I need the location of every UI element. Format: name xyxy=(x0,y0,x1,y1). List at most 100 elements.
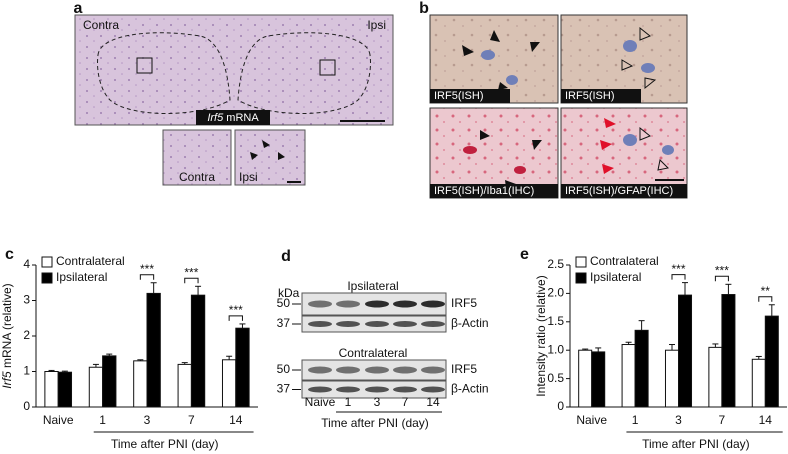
y-tick-label: 0.5 xyxy=(547,371,564,385)
bar xyxy=(235,327,250,408)
bar xyxy=(88,366,104,408)
bar xyxy=(678,294,693,408)
cell xyxy=(641,63,655,73)
roi-box xyxy=(319,59,336,76)
significance-bracket xyxy=(228,315,243,321)
band xyxy=(336,300,360,308)
caption-text: mRNA xyxy=(226,112,259,124)
y-tick-label: 1.5 xyxy=(547,314,564,328)
y-tick-label: 2.5 xyxy=(547,257,564,271)
bar xyxy=(578,349,593,408)
y-axis-title: Intensity ratio (relative) xyxy=(534,275,548,396)
band xyxy=(393,366,417,374)
arrowhead xyxy=(600,140,612,150)
y-tick-label: 3 xyxy=(23,293,30,307)
x-tick-label: Naive xyxy=(43,413,74,427)
band xyxy=(336,321,360,327)
legend-label: Ipsilateral xyxy=(56,270,107,284)
arrowhead xyxy=(250,152,258,160)
arrowhead xyxy=(498,82,508,90)
y-axis-title-text: Intensity ratio (relative) xyxy=(534,275,548,396)
legend-label: Contralateral xyxy=(56,254,125,268)
arrowhead xyxy=(278,152,285,160)
band-label: IRF5 xyxy=(451,362,477,376)
x-tick-label: 7 xyxy=(719,413,726,427)
band xyxy=(336,366,360,374)
x-tick-label: 3 xyxy=(144,413,151,427)
inset xyxy=(162,129,232,186)
arrowhead xyxy=(462,45,474,56)
y-tick-label: 1.0 xyxy=(547,342,564,356)
x-tick-label: 14 xyxy=(759,413,773,427)
arrowhead xyxy=(604,118,616,128)
open-arrowheads xyxy=(621,26,670,171)
bar xyxy=(764,315,779,408)
bar xyxy=(621,344,636,408)
significance-label: *** xyxy=(229,303,243,317)
red-arrowheads xyxy=(600,118,616,174)
significance-label: *** xyxy=(140,262,154,276)
band xyxy=(365,366,389,374)
inset-label: Ipsi xyxy=(239,170,258,184)
bar xyxy=(664,349,679,408)
band-label: IRF5 xyxy=(451,296,477,310)
image-caption: IRF5(ISH) xyxy=(434,90,484,102)
bar xyxy=(57,371,73,408)
bar xyxy=(591,351,606,408)
image-caption: IRF5(ISH)/Iba1(IHC) xyxy=(434,185,534,197)
arrowhead xyxy=(262,140,270,148)
panel-letter: e xyxy=(520,246,529,263)
y-axis-title: Irf5 mRNA (relative) xyxy=(0,283,14,388)
y-tick-label: 0 xyxy=(23,399,30,413)
legend-swatch xyxy=(575,256,587,268)
legend-label: Ipsilateral xyxy=(590,270,641,284)
bar xyxy=(44,371,59,408)
bar xyxy=(721,294,736,408)
band xyxy=(336,386,360,393)
bar xyxy=(133,360,148,408)
y-tick-label: 1 xyxy=(23,364,30,378)
inset xyxy=(234,129,306,186)
blot-title: Ipsilateral xyxy=(347,279,398,293)
y-tick-label: 2.0 xyxy=(547,286,564,300)
significance-bracket xyxy=(714,275,729,282)
band xyxy=(393,300,417,308)
micrograph xyxy=(74,14,394,126)
lane-label: 3 xyxy=(374,395,381,409)
band xyxy=(421,366,445,374)
marker-label: 37 xyxy=(277,382,291,396)
bar xyxy=(634,329,649,408)
micrograph xyxy=(429,14,559,104)
band xyxy=(365,321,389,327)
band xyxy=(421,386,445,393)
band xyxy=(308,321,332,327)
caption-gene: Irf5 xyxy=(207,112,224,124)
outline xyxy=(237,32,371,114)
x-axis-title: Time after PNI (day) xyxy=(642,437,750,451)
caption-bg xyxy=(561,184,687,198)
panel-letter: d xyxy=(281,248,291,265)
y-tick-label: 4 xyxy=(23,257,30,271)
band-label: β-Actin xyxy=(451,316,489,330)
x-tick-label: 1 xyxy=(99,413,106,427)
roi-box xyxy=(136,57,153,74)
x-tick-label: 1 xyxy=(632,413,639,427)
x-tick-label: 3 xyxy=(675,413,682,427)
bar xyxy=(751,358,766,408)
outline xyxy=(97,32,231,114)
panel-letter: a xyxy=(74,0,83,17)
cell xyxy=(506,75,518,85)
arrowhead xyxy=(639,26,651,41)
blot-title: Contralateral xyxy=(339,346,408,360)
arrowhead xyxy=(657,158,670,171)
bar xyxy=(102,355,117,408)
panel-letter: c xyxy=(5,246,14,263)
bar xyxy=(708,346,723,408)
caption-bg xyxy=(430,89,510,103)
legend-swatch xyxy=(575,272,587,284)
arrowhead xyxy=(644,77,657,90)
legend-swatch xyxy=(41,256,53,268)
band-label: β-Actin xyxy=(451,382,489,396)
x-tick-label: 7 xyxy=(188,413,195,427)
